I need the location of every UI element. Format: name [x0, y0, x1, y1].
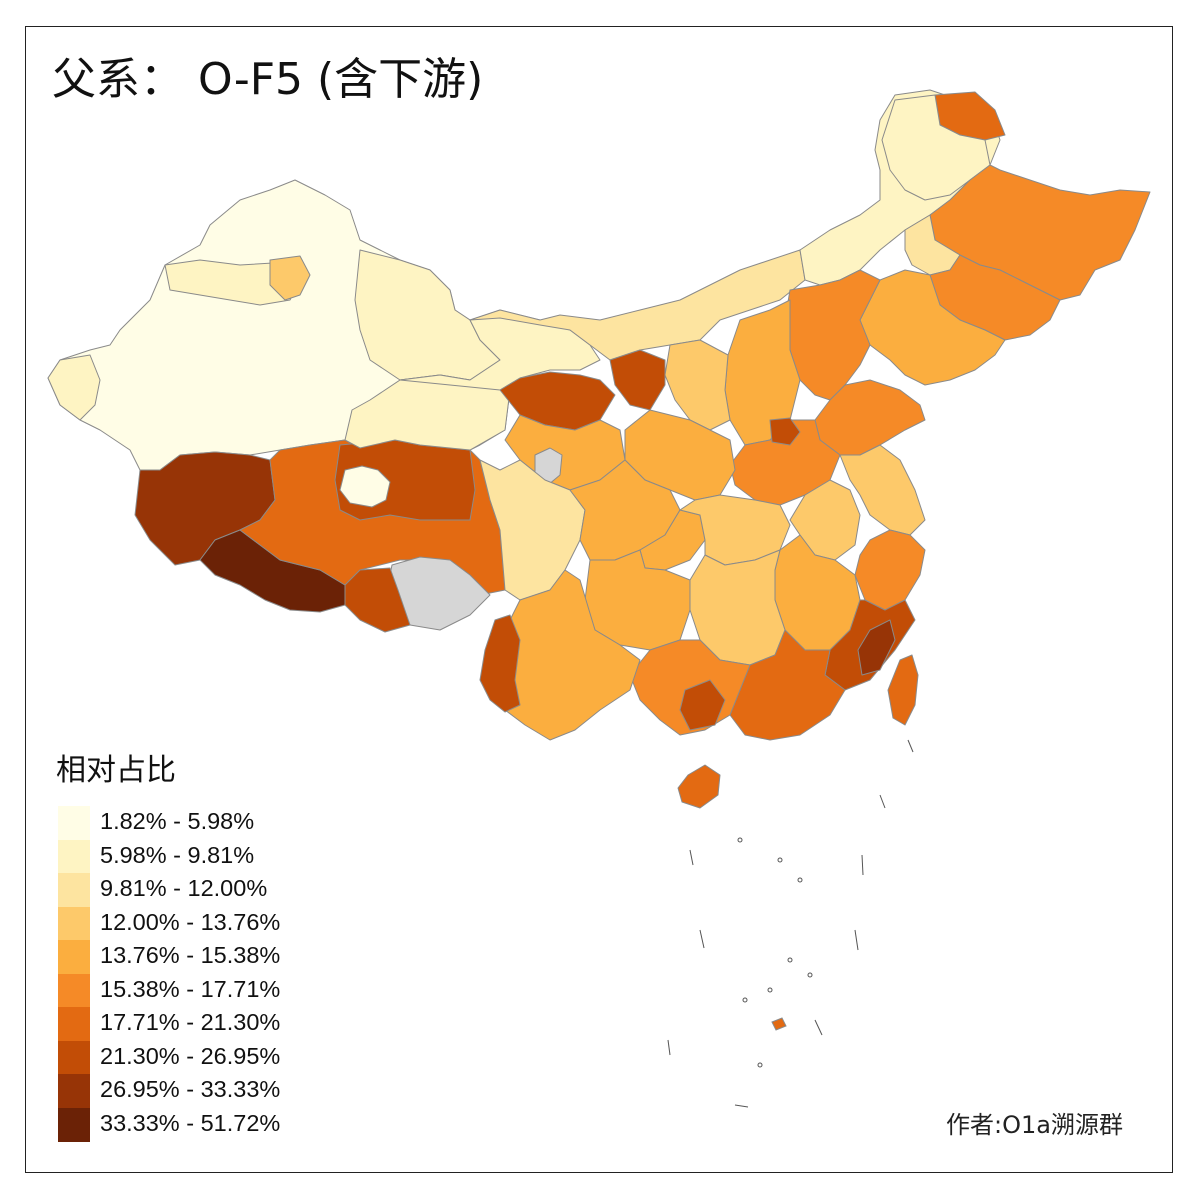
legend-swatch — [58, 806, 90, 840]
region-shaanxi-north — [664, 339, 731, 431]
island-line — [907, 739, 914, 753]
legend-label: 17.71% - 21.30% — [100, 1009, 281, 1035]
region-henan-dark — [769, 417, 801, 446]
region-ningxia — [609, 349, 666, 411]
legend-swatch — [58, 1007, 90, 1041]
island-dot — [737, 837, 743, 843]
region-sichuan-west — [479, 459, 586, 601]
legend-label: 5.98% - 9.81% — [100, 841, 255, 868]
island-line — [861, 854, 864, 876]
region-shannan — [344, 567, 411, 633]
island-dot — [797, 877, 803, 883]
region-island-orange — [771, 1017, 787, 1031]
region-kashgar — [47, 354, 101, 421]
island-dot — [757, 1062, 763, 1068]
region-shanghai-zhejiang — [854, 529, 926, 611]
region-taiwan — [887, 654, 919, 726]
region-jiangsu — [839, 444, 926, 536]
legend-swatch — [58, 906, 90, 941]
legend-swatch — [58, 873, 90, 907]
legend-swatch — [58, 1074, 90, 1108]
island-dot — [767, 987, 773, 993]
legend-swatch — [58, 973, 90, 1008]
legend-swatch — [58, 1107, 90, 1142]
region-anhui — [789, 479, 861, 561]
island-dot — [787, 957, 793, 963]
island-dot — [742, 997, 748, 1003]
south-china-sea-islands — [667, 739, 914, 1108]
legend-label: 26.95% - 33.33% — [100, 1076, 281, 1102]
region-urumqi — [269, 255, 311, 301]
region-ili — [164, 259, 301, 306]
legend-label: 1.82% - 5.98% — [100, 808, 255, 834]
island-line — [667, 1039, 671, 1056]
legend-swatch — [58, 1040, 90, 1075]
legend-swatch — [58, 839, 90, 874]
legend-swatch — [58, 940, 90, 974]
region-lake — [339, 465, 391, 508]
island-line — [814, 1019, 823, 1036]
legend-label: 21.30% - 26.95% — [100, 1042, 281, 1069]
region-hainan — [677, 764, 721, 809]
island-line — [699, 929, 705, 949]
legend-label: 15.38% - 17.71% — [100, 975, 281, 1002]
map-title: 父系： O-F5 (含下游) — [52, 54, 484, 105]
region-yunnan-west — [479, 614, 521, 713]
legend-label: 13.76% - 15.38% — [100, 942, 281, 968]
legend-label: 9.81% - 12.00% — [100, 875, 268, 901]
legend-label: 12.00% - 13.76% — [100, 908, 281, 935]
island-line — [734, 1104, 749, 1108]
region-guangdong — [729, 629, 846, 741]
island-line — [689, 849, 694, 866]
map-frame — [25, 26, 1173, 1173]
author-credit: 作者:O1a溯源群 — [946, 1111, 1123, 1139]
island-line — [854, 929, 859, 951]
island-dot — [777, 857, 783, 863]
legend-label: 33.33% - 51.72% — [100, 1109, 281, 1136]
region-fujian-coast — [857, 619, 896, 676]
legend-title: 相对占比 — [56, 753, 176, 788]
island-dot — [807, 972, 813, 978]
island-line — [879, 794, 886, 809]
region-guangxi-dark — [679, 679, 726, 731]
